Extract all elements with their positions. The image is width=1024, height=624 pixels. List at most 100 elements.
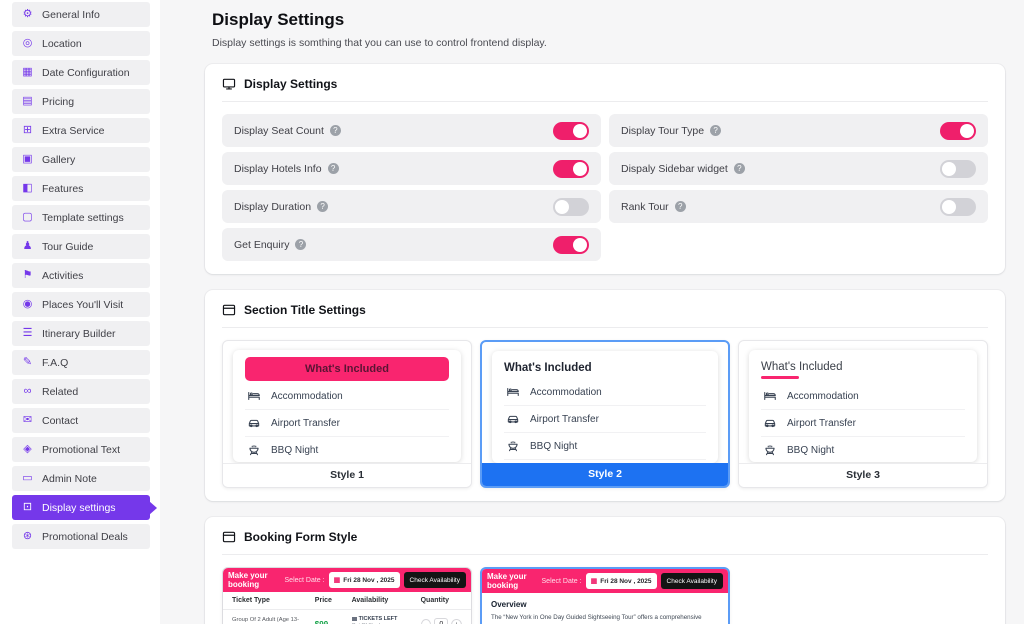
quantity-value[interactable]: 0 [434,618,449,624]
section-title-style-2-selected[interactable]: What's Included Accommodation Airport Tra… [480,340,730,488]
style-1-body: What's Included Accommodation Airport Tra… [223,341,471,463]
sidebar-item-promotional-deals[interactable]: ⊛ Promotional Deals [12,524,150,549]
toggle-switch-display-duration[interactable] [553,197,589,216]
included-item-label: Accommodation [271,390,343,402]
section-title-style-1[interactable]: What's Included Accommodation Airport Tra… [222,340,472,488]
sidebar-item-label: Features [42,182,84,195]
note-icon: ▭ [22,472,33,484]
included-item-label: Accommodation [787,390,859,402]
sidebar-item-date-configuration[interactable]: ▦ Date Configuration [12,60,150,85]
sidebar-item-location[interactable]: ◎ Location [12,31,150,56]
sidebar-item-display-settings[interactable]: ⊡ Display settings [12,495,150,520]
sidebar-item-general-info[interactable]: ⚙ General Info [12,2,150,27]
sidebar-item-admin-note[interactable]: ▭ Admin Note [12,466,150,491]
sidebar-item-label: Display settings [42,501,116,514]
calendar-icon: ▦ [22,66,33,78]
toggle-switch-dispaly-sidebar-widget[interactable] [940,159,976,178]
sidebar-item-label: Gallery [42,153,76,166]
check-availability-button[interactable]: Check Availability [660,573,723,589]
car-icon [763,416,777,430]
included-item-label: BBQ Night [787,444,835,456]
booking-style-1[interactable]: Make your booking Select Date : ▦ Fri 28… [222,567,472,624]
section-title-card-header: Section Title Settings [222,303,988,328]
sidebar-item-tour-guide[interactable]: ♟ Tour Guide [12,234,150,259]
help-icon[interactable]: ? [710,125,722,136]
toggle-switch-display-tour-type[interactable] [940,121,976,140]
booking-styles-row: Make your booking Select Date : ▦ Fri 28… [222,567,988,624]
car-icon [247,416,261,430]
booking-header-title: Make your booking [228,571,268,589]
sidebar-item-label: Extra Service [42,124,105,137]
style-2-label: Style 2 [482,463,728,486]
included-item: Accommodation [504,379,706,406]
included-item: Airport Transfer [761,410,965,437]
quantity-minus-button[interactable]: − [420,618,432,624]
included-item: Airport Transfer [245,410,449,437]
style-3-panel-title: What's Included [761,361,843,373]
toggle-switch-get-enquiry[interactable] [553,235,589,254]
overview-heading: Overview [491,600,527,609]
section-title-style-3[interactable]: What's Included Accommodation Airport Tra… [738,340,988,488]
help-icon[interactable]: ? [327,163,339,174]
sidebar-item-itinerary-builder[interactable]: ☰ Itinerary Builder [12,321,150,346]
sidebar-item-extra-service[interactable]: ⊞ Extra Service [12,118,150,143]
places-icon: ◉ [22,298,33,310]
sidebar-item-label: Promotional Deals [42,530,128,543]
toggle-switch-display-seat-count[interactable] [553,121,589,140]
booking-table-row: Group Of 2 Adult (Age 13-99) $99TICKETS L… [223,610,471,624]
help-icon[interactable]: ? [674,201,686,212]
sidebar: ⚙ General Info ◎ Location ▦ Date Configuratio… [0,0,160,624]
sidebar-item-activities[interactable]: ⚑ Activities [12,263,150,288]
sidebar-item-f-a-q[interactable]: ✎ F.A.Q [12,350,150,375]
included-item: BBQ Night [504,433,706,460]
itinerary-icon: ☰ [22,327,33,339]
sidebar-item-pricing[interactable]: ▤ Pricing [12,89,150,114]
style-3-label: Style 3 [739,463,987,487]
toggle-label: Display Seat Count [234,124,324,137]
sidebar-item-gallery[interactable]: ▣ Gallery [12,147,150,172]
help-icon[interactable]: ? [733,163,745,174]
switch-knob [942,199,956,214]
help-icon[interactable]: ? [317,201,329,212]
toggle-row-rank-tour: Rank Tour? [609,190,988,223]
grill-icon [763,443,777,457]
sidebar-item-contact[interactable]: ✉ Contact [12,408,150,433]
quantity-plus-button[interactable]: + [451,618,462,624]
sidebar-item-related[interactable]: ∞ Related [12,379,150,404]
booking-form-style-card: Booking Form Style Make your booking Sel… [205,517,1005,624]
booking-header-title: Make your booking [487,572,527,590]
gear-icon: ⚙ [22,8,33,20]
included-item-label: BBQ Night [530,440,578,452]
toggle-switch-rank-tour[interactable] [940,197,976,216]
included-item: Accommodation [761,383,965,410]
sidebar-item-features[interactable]: ◧ Features [12,176,150,201]
overview-text: The “New York in One Day Guided Sightsee… [491,614,710,624]
help-icon[interactable]: ? [329,125,341,136]
date-field[interactable]: ▦ Fri 28 Nov , 2025 [328,572,400,588]
style-1-label: Style 1 [223,463,471,487]
sidebar-item-promotional-text[interactable]: ◈ Promotional Text [12,437,150,462]
sidebar-item-places-you-ll-visit[interactable]: ◉ Places You'll Visit [12,292,150,317]
included-item-label: Airport Transfer [530,413,599,425]
toggle-label: Get Enquiry [234,238,290,251]
help-icon[interactable]: ? [295,239,307,250]
booking-header: Make your booking Select Date : ▦ Fri 28… [482,569,728,593]
link-icon: ∞ [23,385,32,397]
main-content: Display Settings Display settings is som… [160,0,1024,624]
sidebar-item-label: Pricing [42,95,75,108]
date-field[interactable]: ▦ Fri 28 Nov , 2025 [585,573,657,589]
included-item: Airport Transfer [504,406,706,433]
style-3-body: What's Included Accommodation Airport Tra… [739,341,987,463]
booking-style-2-selected[interactable]: Make your booking Select Date : ▦ Fri 28… [480,567,730,624]
toggle-label: Rank Tour [621,200,669,213]
select-date-label: Select Date : [284,576,325,584]
toggle-switch-display-hotels-info[interactable] [553,159,589,178]
window-icon [222,303,236,317]
sidebar-item-template-settings[interactable]: ▢ Template settings [12,205,150,230]
toggle-label: Display Tour Type [621,124,705,137]
switch-knob [573,123,587,138]
features-icon: ◧ [22,182,33,194]
included-item-label: Airport Transfer [271,417,340,429]
check-availability-button[interactable]: Check Availability [403,572,466,588]
style-1-panel-title: What's Included [245,357,449,381]
